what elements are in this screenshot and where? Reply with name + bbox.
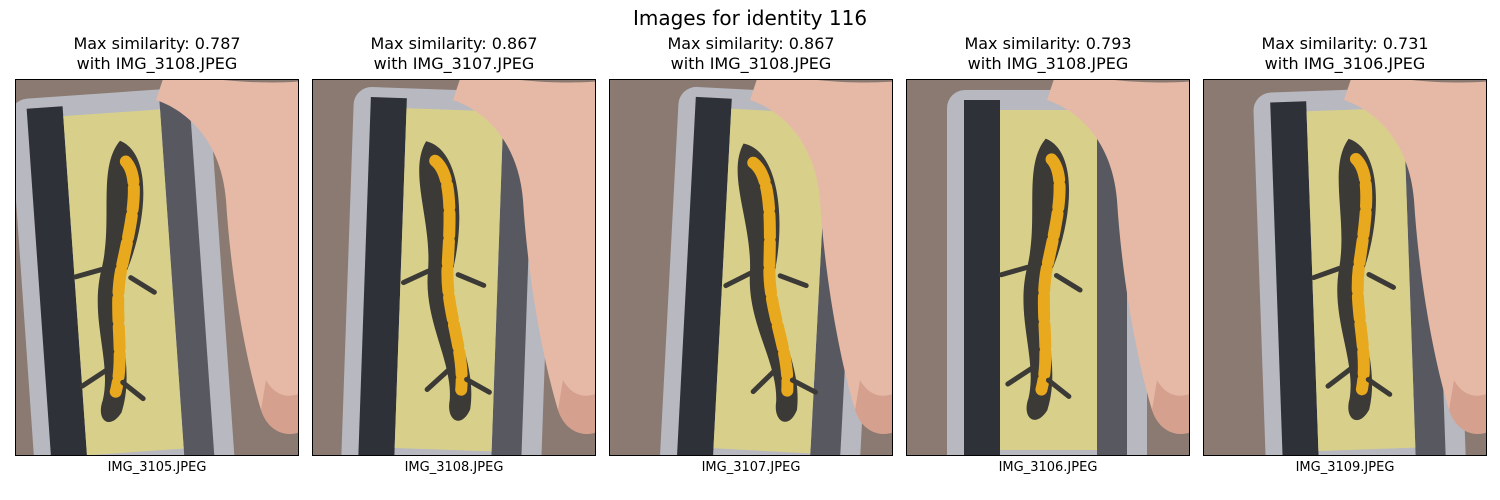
filename-label: IMG_3105.JPEG xyxy=(107,460,207,475)
similarity-label: Max similarity: 0.787 xyxy=(73,34,241,53)
match-label: with IMG_3106.JPEG xyxy=(1264,54,1426,73)
filename-label: IMG_3106.JPEG xyxy=(998,460,1098,475)
filename-label: IMG_3109.JPEG xyxy=(1295,460,1395,475)
panel-title: Max similarity: 0.731 with IMG_3106.JPEG xyxy=(1183,34,1500,74)
image-panel: Max similarity: 0.787 with IMG_3108.JPEG… xyxy=(15,0,299,500)
image-panel: Max similarity: 0.731 with IMG_3106.JPEG… xyxy=(1203,0,1487,500)
similarity-label: Max similarity: 0.731 xyxy=(1261,34,1429,53)
match-label: with IMG_3107.JPEG xyxy=(373,54,535,73)
newt-photo xyxy=(15,79,299,456)
match-label: with IMG_3108.JPEG xyxy=(76,54,238,73)
panel-title: Max similarity: 0.787 with IMG_3108.JPEG xyxy=(0,34,319,74)
match-label: with IMG_3108.JPEG xyxy=(967,54,1129,73)
panel-title: Max similarity: 0.867 with IMG_3107.JPEG xyxy=(292,34,616,74)
similarity-label: Max similarity: 0.867 xyxy=(370,34,538,53)
match-label: with IMG_3108.JPEG xyxy=(670,54,832,73)
panel-title: Max similarity: 0.793 with IMG_3108.JPEG xyxy=(886,34,1210,74)
figure-title: Images for identity 116 xyxy=(632,6,868,30)
panel-title: Max similarity: 0.867 with IMG_3108.JPEG xyxy=(589,34,913,74)
image-panel: Max similarity: 0.867 with IMG_3108.JPEG… xyxy=(609,0,893,500)
similarity-label: Max similarity: 0.793 xyxy=(964,34,1132,53)
newt-photo xyxy=(906,79,1190,456)
newt-photo xyxy=(1203,79,1487,456)
image-panel: Max similarity: 0.793 with IMG_3108.JPEG… xyxy=(906,0,1190,500)
filename-label: IMG_3107.JPEG xyxy=(701,460,801,475)
filename-label: IMG_3108.JPEG xyxy=(404,460,504,475)
similarity-label: Max similarity: 0.867 xyxy=(667,34,835,53)
newt-photo xyxy=(312,79,596,456)
newt-photo xyxy=(609,79,893,456)
image-panel: Max similarity: 0.867 with IMG_3107.JPEG… xyxy=(312,0,596,500)
